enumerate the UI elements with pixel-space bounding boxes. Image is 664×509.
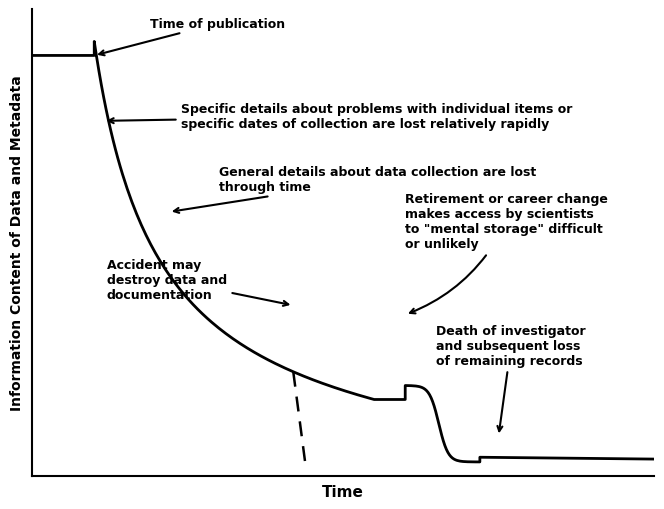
X-axis label: Time: Time <box>322 485 364 499</box>
Text: Accident may
destroy data and
documentation: Accident may destroy data and documentat… <box>107 259 288 306</box>
Text: General details about data collection are lost
through time: General details about data collection ar… <box>174 166 536 213</box>
Text: Death of investigator
and subsequent loss
of remaining records: Death of investigator and subsequent los… <box>436 324 586 431</box>
Text: Retirement or career change
makes access by scientists
to "mental storage" diffi: Retirement or career change makes access… <box>405 193 608 314</box>
Text: Time of publication: Time of publication <box>99 18 286 56</box>
Text: Specific details about problems with individual items or
specific dates of colle: Specific details about problems with ind… <box>109 103 572 131</box>
Y-axis label: Information Content of Data and Metadata: Information Content of Data and Metadata <box>10 75 24 410</box>
